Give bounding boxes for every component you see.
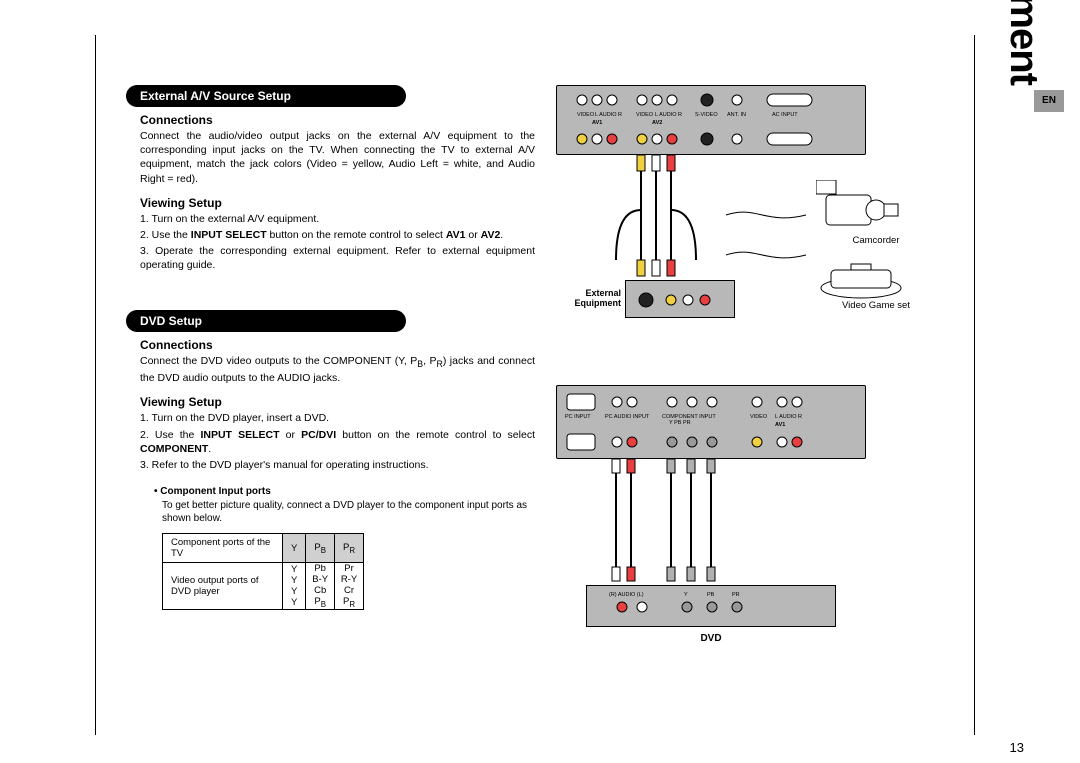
li-dvd-2: 2. Use the INPUT SELECT or PC/DVI button…	[140, 428, 535, 456]
svg-text:Y PB PR: Y PB PR	[669, 420, 691, 426]
t: button on the remote control to select	[267, 229, 446, 241]
ext-equipment-row: External Equipment	[556, 280, 735, 318]
cell: PbB-YCbPB	[306, 563, 335, 610]
av-connection-diagram: VIDEOL AUDIO R VIDEOL AUDIO R S-VIDEOANT…	[556, 85, 866, 345]
subhead-connections: Connections	[140, 113, 546, 127]
subhead-dvd-conn: Connections	[140, 338, 546, 352]
language-badge: EN	[1034, 90, 1064, 112]
svg-text:Y: Y	[684, 592, 688, 598]
game-set-icon	[816, 260, 906, 300]
svg-text:PB: PB	[707, 592, 715, 598]
li-av-1: 1. Turn on the external A/V equipment.	[140, 212, 535, 226]
page-number: 13	[1010, 740, 1024, 755]
cell: Y	[283, 534, 306, 563]
component-port-table: Component ports of the TV Y PB PR Video …	[162, 533, 364, 610]
t: , P	[423, 355, 436, 367]
t: or	[280, 429, 302, 441]
para-av-connections: Connect the audio/video output jacks on …	[140, 129, 535, 186]
camcorder-label: Camcorder	[826, 235, 926, 246]
para-dvd-conn: Connect the DVD video outputs to the COM…	[140, 354, 535, 385]
cell: Video output ports of DVD player	[163, 563, 283, 610]
svg-text:PC INPUT: PC INPUT	[565, 414, 591, 420]
t: Connect the DVD video outputs to the COM…	[140, 355, 417, 367]
svg-text:VIDEO: VIDEO	[577, 112, 595, 118]
gameset-label: Video Game set	[826, 300, 926, 311]
svg-text:S-VIDEO: S-VIDEO	[695, 112, 718, 118]
t: .	[208, 443, 211, 455]
cell: YYYY	[283, 563, 306, 610]
svg-text:AC INPUT: AC INPUT	[772, 112, 798, 118]
svg-text:PC AUDIO INPUT: PC AUDIO INPUT	[605, 414, 650, 420]
svg-text:VIDEO: VIDEO	[636, 112, 654, 118]
svg-text:L AUDIO R: L AUDIO R	[655, 112, 682, 118]
external-label: External Equipment	[556, 288, 621, 308]
t: 2. Use the	[140, 429, 200, 441]
subhead-viewing: Viewing Setup	[140, 196, 546, 210]
cell: Component ports of the TV	[163, 534, 283, 563]
cell: PR	[334, 534, 363, 563]
chapter-title: Connection to External equipment	[1001, 0, 1046, 85]
t: AV1	[446, 229, 466, 241]
cell: PrR-YCrPR	[334, 563, 363, 610]
t: button on the remote control to select	[336, 429, 535, 441]
dvd-player-panel: (R) AUDIO (L) Y PB PR	[586, 585, 836, 627]
dvd-cables-svg	[556, 459, 866, 589]
tv-back-panel: VIDEOL AUDIO R VIDEOL AUDIO R S-VIDEOANT…	[556, 85, 866, 155]
li-av-2: 2. Use the INPUT SELECT button on the re…	[140, 228, 535, 242]
text-column: External A/V Source Setup Connections Co…	[126, 35, 546, 610]
t: .	[500, 229, 503, 241]
svg-text:PR: PR	[732, 592, 740, 598]
svg-text:L AUDIO R: L AUDIO R	[595, 112, 622, 118]
dvd-connection-diagram: PC INPUT PC AUDIO INPUT COMPONENT INPUT …	[556, 385, 866, 645]
tv-jacks-svg: VIDEOL AUDIO R VIDEOL AUDIO R S-VIDEOANT…	[557, 86, 867, 154]
li-dvd-1: 1. Turn on the DVD player, insert a DVD.	[140, 411, 535, 425]
t: PC/DVI	[301, 429, 336, 441]
svg-text:VIDEO: VIDEO	[750, 414, 768, 420]
tv-back-panel-2: PC INPUT PC AUDIO INPUT COMPONENT INPUT …	[556, 385, 866, 459]
svg-text:AV2: AV2	[652, 120, 662, 126]
note-body: To get better picture quality, connect a…	[162, 499, 546, 525]
camcorder-icon	[816, 180, 906, 235]
cell: PB	[306, 534, 335, 563]
li-av-3: 3. Operate the corresponding external eq…	[140, 244, 535, 272]
t: AV2	[481, 229, 501, 241]
note-head: • Component Input ports	[154, 486, 546, 497]
li-dvd-3: 3. Refer to the DVD player's manual for …	[140, 458, 535, 472]
svg-text:AV1: AV1	[592, 120, 602, 126]
manual-page: Connection to External equipment EN Exte…	[95, 35, 975, 735]
external-equipment-panel	[625, 280, 735, 318]
t: or	[465, 229, 480, 241]
subhead-dvd-view: Viewing Setup	[140, 395, 546, 409]
t: 2. Use the	[140, 229, 191, 241]
diagram-column: VIDEOL AUDIO R VIDEOL AUDIO R S-VIDEOANT…	[556, 35, 906, 645]
section-pill-dvd: DVD Setup	[126, 310, 406, 332]
svg-text:(R) AUDIO (L): (R) AUDIO (L)	[609, 592, 644, 598]
section-pill-av: External A/V Source Setup	[126, 85, 406, 107]
svg-text:ANT. IN: ANT. IN	[727, 112, 746, 118]
t: INPUT SELECT	[191, 229, 267, 241]
t: INPUT SELECT	[200, 429, 279, 441]
svg-text:L AUDIO R: L AUDIO R	[775, 414, 802, 420]
dvd-label: DVD	[556, 633, 866, 644]
tv-jacks-svg-2: PC INPUT PC AUDIO INPUT COMPONENT INPUT …	[557, 386, 867, 458]
t: COMPONENT	[140, 443, 208, 455]
svg-text:AV1: AV1	[775, 422, 785, 428]
